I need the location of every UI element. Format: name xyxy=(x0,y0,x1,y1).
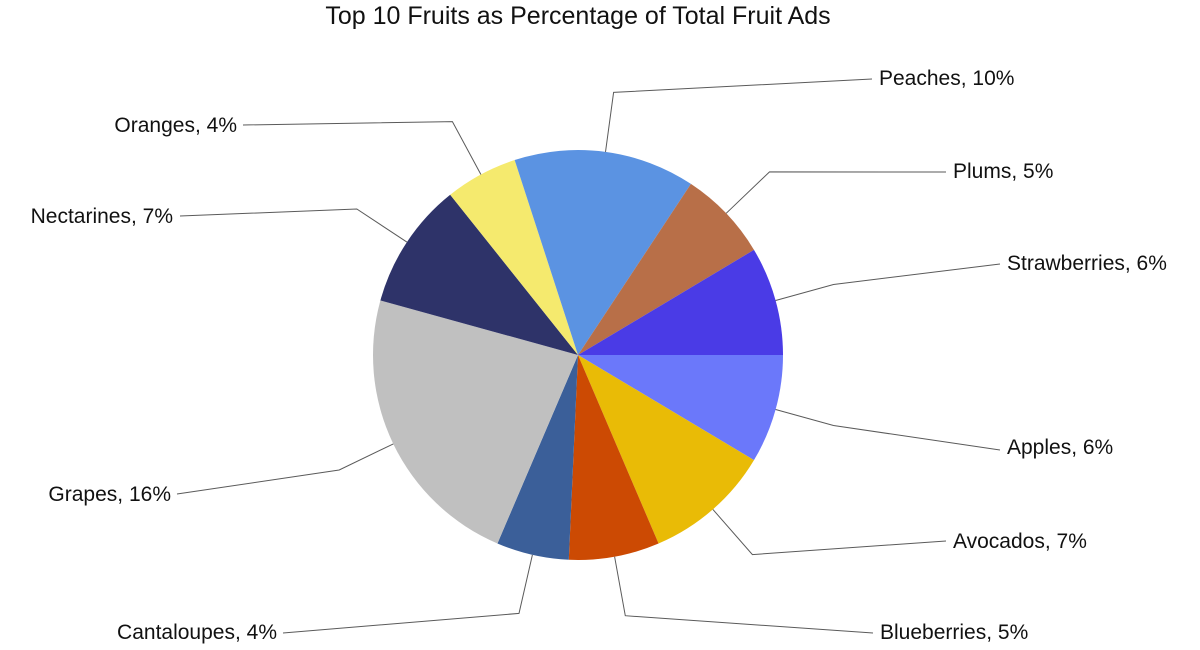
data-label-plums: Plums, 5% xyxy=(953,160,1053,183)
chart-title: Top 10 Fruits as Percentage of Total Fru… xyxy=(325,2,831,30)
data-labels-layer: Apples, 6% Avocados, 7% Blueberries, 5% Can… xyxy=(31,67,1167,644)
leader-lines-layer xyxy=(176,78,1001,634)
leader-line-peaches xyxy=(605,78,873,152)
pie-slice-grapes xyxy=(373,300,578,544)
pie-slice-avocados xyxy=(578,355,754,544)
leader-line-plums xyxy=(725,171,947,214)
leader-line-avocados xyxy=(712,509,947,556)
leader-line-blueberries xyxy=(614,556,874,634)
data-label-avocados: Avocados, 7% xyxy=(953,530,1087,553)
pie-slice-peaches xyxy=(514,149,691,355)
data-label-peaches: Peaches, 10% xyxy=(879,67,1014,90)
data-label-blueberries: Blueberries, 5% xyxy=(880,621,1028,644)
data-label-oranges: Oranges, 4% xyxy=(114,114,237,137)
leader-line-cantaloupes xyxy=(282,554,533,634)
data-label-nectarines: Nectarines, 7% xyxy=(31,205,173,228)
slices-layer xyxy=(373,149,783,560)
leader-line-oranges xyxy=(242,121,482,175)
pie-slice-nectarines xyxy=(380,194,578,355)
data-label-grapes: Grapes, 16% xyxy=(48,483,171,506)
leader-line-grapes xyxy=(176,443,394,495)
pie-slice-cantaloupes xyxy=(497,355,578,560)
pie-slice-apples xyxy=(578,355,783,461)
pie-slice-strawberries xyxy=(578,249,783,355)
data-label-strawberries: Strawberries, 6% xyxy=(1007,252,1167,275)
pie-slice-blueberries xyxy=(568,355,659,560)
leader-line-strawberries xyxy=(775,263,1001,301)
leader-line-nectarines xyxy=(179,208,408,243)
pie-slice-plums xyxy=(578,183,754,355)
data-label-apples: Apples, 6% xyxy=(1007,436,1113,459)
leader-line-apples xyxy=(775,409,1001,451)
data-label-cantaloupes: Cantaloupes, 4% xyxy=(117,621,277,644)
pie-slice-oranges xyxy=(450,160,578,355)
